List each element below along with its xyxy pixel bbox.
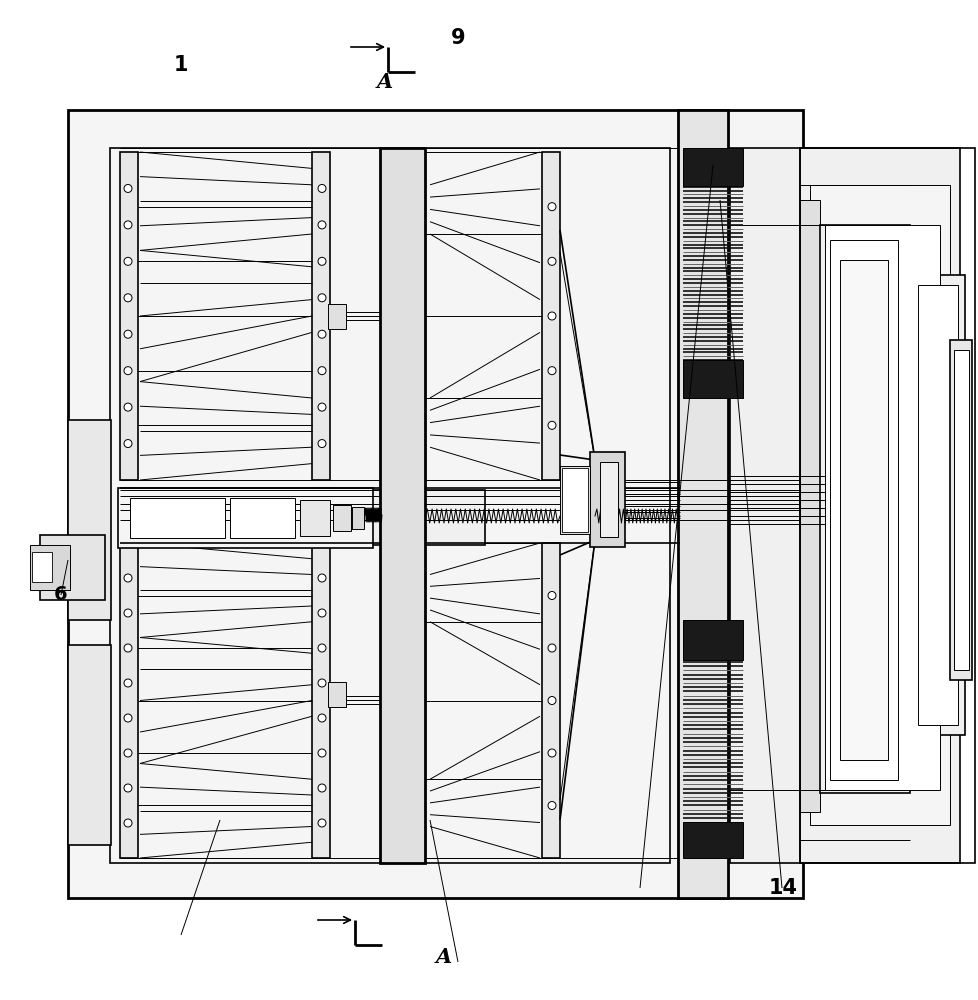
Bar: [379, 148, 424, 863]
Bar: [953, 350, 968, 670]
Circle shape: [124, 749, 132, 757]
Bar: [839, 260, 887, 760]
Bar: [67, 110, 802, 898]
Bar: [678, 110, 728, 898]
Circle shape: [124, 294, 132, 302]
Circle shape: [548, 696, 556, 704]
Bar: [949, 340, 971, 680]
Text: 14: 14: [768, 878, 797, 898]
Circle shape: [318, 819, 326, 827]
Bar: [917, 285, 957, 725]
Bar: [312, 152, 330, 480]
Bar: [67, 420, 111, 620]
Bar: [683, 620, 742, 660]
Circle shape: [124, 221, 132, 229]
Bar: [730, 148, 802, 863]
Bar: [118, 488, 373, 548]
Circle shape: [318, 221, 326, 229]
Circle shape: [318, 257, 326, 265]
Circle shape: [548, 421, 556, 429]
Bar: [542, 543, 559, 858]
Bar: [120, 543, 138, 858]
Bar: [130, 498, 225, 538]
Circle shape: [318, 403, 326, 411]
Circle shape: [124, 714, 132, 722]
Circle shape: [548, 749, 556, 757]
Bar: [829, 240, 897, 780]
Circle shape: [124, 679, 132, 687]
Bar: [683, 360, 742, 398]
Circle shape: [318, 330, 326, 338]
Text: A: A: [435, 947, 452, 967]
Circle shape: [124, 609, 132, 617]
Circle shape: [318, 294, 326, 302]
Circle shape: [124, 257, 132, 265]
Bar: [30, 545, 70, 590]
Circle shape: [318, 714, 326, 722]
Circle shape: [548, 257, 556, 265]
Bar: [333, 505, 351, 531]
Text: 1: 1: [174, 55, 188, 75]
Circle shape: [318, 367, 326, 375]
Circle shape: [124, 574, 132, 582]
Bar: [542, 152, 559, 480]
Bar: [230, 498, 294, 538]
Bar: [799, 148, 974, 863]
Circle shape: [318, 609, 326, 617]
Bar: [299, 500, 330, 536]
Circle shape: [318, 574, 326, 582]
Text: 9: 9: [451, 28, 465, 48]
Circle shape: [124, 819, 132, 827]
Bar: [120, 490, 484, 545]
Circle shape: [124, 644, 132, 652]
Bar: [120, 152, 138, 480]
Circle shape: [318, 440, 326, 448]
Circle shape: [318, 784, 326, 792]
Bar: [590, 452, 624, 547]
Bar: [352, 507, 364, 529]
Circle shape: [548, 591, 556, 599]
Circle shape: [124, 440, 132, 448]
Circle shape: [318, 184, 326, 192]
Bar: [40, 535, 105, 600]
Circle shape: [548, 312, 556, 320]
Bar: [67, 645, 111, 845]
Circle shape: [318, 644, 326, 652]
Bar: [809, 185, 949, 825]
Circle shape: [548, 367, 556, 375]
Bar: [328, 682, 345, 707]
Bar: [312, 543, 330, 858]
Bar: [799, 148, 959, 863]
Bar: [328, 304, 345, 329]
Circle shape: [318, 749, 326, 757]
Circle shape: [124, 184, 132, 192]
Bar: [820, 225, 910, 793]
Circle shape: [548, 801, 556, 809]
Bar: [561, 468, 588, 532]
Circle shape: [548, 203, 556, 211]
Bar: [110, 148, 669, 863]
Circle shape: [124, 403, 132, 411]
Bar: [910, 275, 964, 735]
Circle shape: [124, 784, 132, 792]
Bar: [600, 462, 617, 537]
Bar: [683, 148, 742, 186]
Text: A: A: [377, 72, 393, 92]
Circle shape: [124, 367, 132, 375]
Bar: [799, 200, 820, 812]
Bar: [824, 225, 939, 790]
Circle shape: [548, 644, 556, 652]
Bar: [32, 552, 52, 582]
Text: 6: 6: [54, 585, 67, 604]
Bar: [559, 466, 590, 534]
Circle shape: [124, 330, 132, 338]
Bar: [683, 822, 742, 858]
Circle shape: [318, 679, 326, 687]
